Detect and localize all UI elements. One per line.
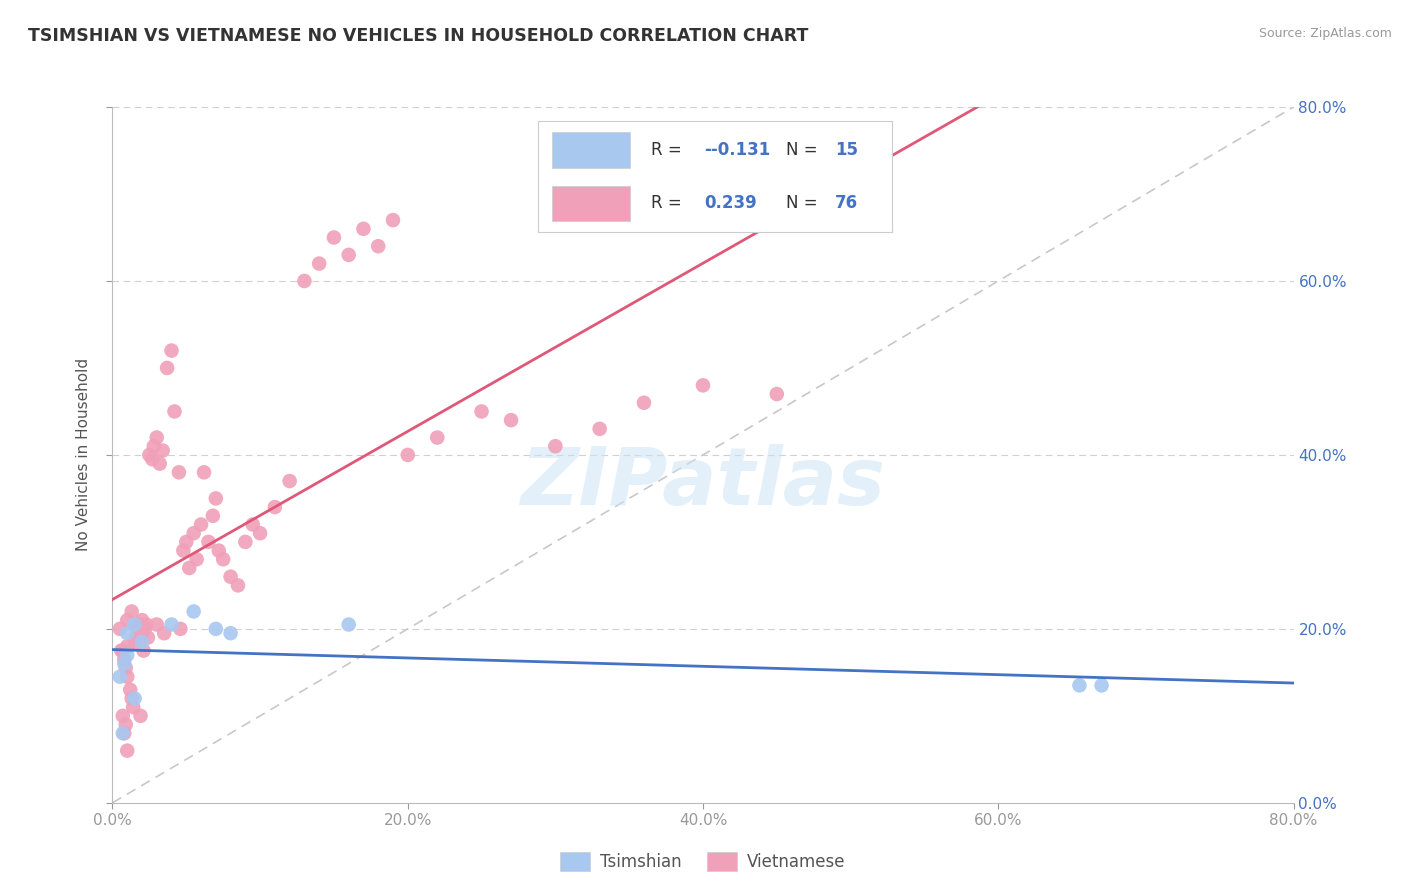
Point (233, 534, 256, 549)
Point (308, 257, 330, 271)
Point (112, 652, 135, 666)
Point (120, 682, 142, 697)
Point (470, 404, 494, 418)
Point (131, 626, 153, 640)
Point (367, 239, 389, 253)
Point (193, 466, 215, 480)
Point (190, 517, 212, 532)
Point (352, 221, 374, 235)
Point (219, 626, 242, 640)
Point (131, 635, 153, 649)
Point (1091, 678, 1114, 692)
Point (766, 387, 789, 401)
Point (201, 508, 224, 523)
Point (205, 491, 228, 506)
Point (142, 439, 165, 453)
Point (110, 643, 132, 657)
Point (692, 378, 714, 392)
Point (179, 561, 201, 575)
Point (128, 631, 150, 645)
Text: Source: ZipAtlas.com: Source: ZipAtlas.com (1258, 27, 1392, 40)
Point (205, 622, 228, 636)
Point (149, 457, 172, 471)
Point (152, 443, 174, 458)
Point (127, 622, 149, 636)
Point (160, 343, 183, 358)
Point (249, 526, 271, 541)
Point (544, 439, 567, 453)
Text: ZIPatlas: ZIPatlas (520, 443, 886, 522)
Point (114, 661, 136, 675)
Point (278, 474, 301, 488)
Text: TSIMSHIAN VS VIETNAMESE NO VEHICLES IN HOUSEHOLD CORRELATION CHART: TSIMSHIAN VS VIETNAMESE NO VEHICLES IN H… (28, 27, 808, 45)
Point (156, 360, 179, 375)
Point (167, 466, 190, 480)
Point (337, 248, 360, 262)
Point (141, 452, 163, 467)
Point (242, 517, 264, 532)
Point (588, 422, 610, 436)
Point (111, 726, 134, 740)
Point (129, 708, 152, 723)
Point (131, 613, 153, 627)
Point (108, 622, 131, 636)
Point (426, 430, 449, 444)
Point (117, 626, 138, 640)
Point (337, 617, 360, 632)
Point (226, 578, 249, 592)
Point (146, 430, 169, 444)
Point (124, 691, 146, 706)
Point (264, 500, 287, 514)
Point (396, 448, 419, 462)
Point (117, 639, 138, 653)
Point (117, 670, 138, 684)
Point (117, 613, 138, 627)
Point (111, 643, 134, 657)
Point (292, 274, 315, 288)
Point (153, 626, 176, 640)
Point (121, 691, 143, 706)
Point (124, 617, 146, 632)
Point (382, 213, 405, 227)
Point (112, 726, 135, 740)
Point (501, 413, 523, 427)
Point (134, 622, 156, 636)
Point (183, 526, 205, 541)
Point (197, 534, 219, 549)
Point (219, 570, 242, 584)
Point (323, 230, 346, 244)
Point (111, 708, 134, 723)
Point (122, 700, 145, 714)
Point (163, 404, 186, 418)
Point (172, 543, 194, 558)
Y-axis label: No Vehicles in Household: No Vehicles in Household (76, 359, 91, 551)
Point (124, 635, 146, 649)
Point (108, 670, 131, 684)
Point (135, 617, 157, 632)
Point (121, 605, 143, 619)
Point (212, 552, 235, 566)
Point (208, 543, 231, 558)
Point (132, 643, 155, 657)
Point (125, 631, 148, 645)
Point (114, 717, 136, 731)
Point (169, 622, 191, 636)
Point (146, 617, 169, 632)
Point (128, 617, 150, 632)
Legend: Tsimshian, Vietnamese: Tsimshian, Vietnamese (554, 846, 852, 878)
Point (117, 648, 138, 662)
Point (138, 448, 160, 462)
Point (186, 552, 208, 566)
Point (633, 395, 655, 409)
Point (136, 631, 159, 645)
Point (1069, 678, 1091, 692)
Point (174, 534, 197, 549)
Point (117, 744, 138, 758)
Point (160, 617, 183, 632)
Point (112, 657, 135, 671)
Point (183, 605, 205, 619)
